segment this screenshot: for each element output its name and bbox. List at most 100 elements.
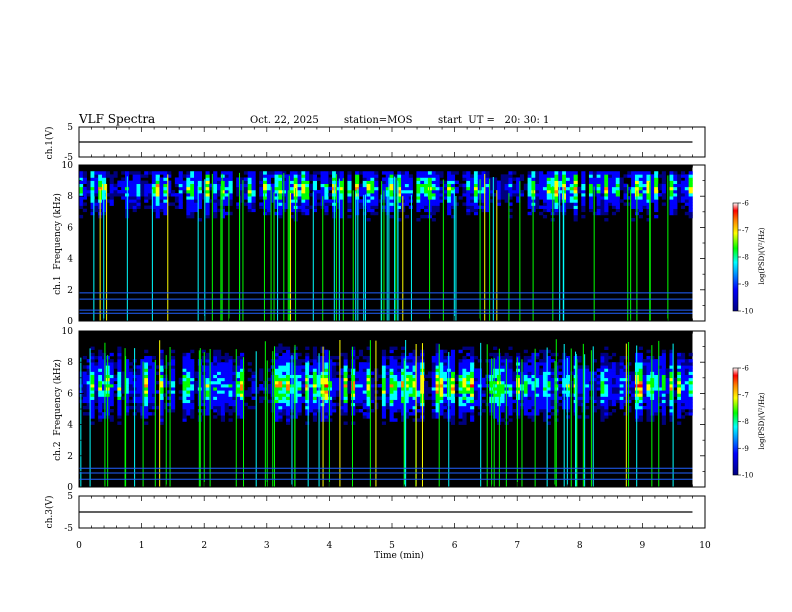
spectrogram-cell bbox=[642, 396, 647, 400]
spectrogram-cell bbox=[205, 387, 210, 391]
spectrogram-cell bbox=[366, 189, 371, 194]
spectrogram-cell bbox=[305, 396, 310, 400]
spectrogram-cell bbox=[416, 177, 421, 181]
spectrogram-cell bbox=[416, 180, 421, 185]
spectrogram-cell bbox=[650, 399, 655, 404]
spectrogram-cell bbox=[293, 387, 298, 391]
spectrogram-cell bbox=[205, 368, 210, 372]
spectrogram-cell bbox=[82, 371, 87, 375]
spectrogram-cell bbox=[117, 399, 122, 404]
spectrogram-cell bbox=[631, 199, 636, 203]
spectrogram-cell bbox=[343, 352, 348, 357]
spectrogram-cell bbox=[404, 174, 410, 178]
spectrogram-cell bbox=[171, 405, 176, 410]
spectrogram-cell bbox=[546, 371, 551, 375]
spectrogram-cell bbox=[297, 359, 302, 363]
spectrogram-cell bbox=[431, 365, 436, 369]
spectrogram-cell bbox=[79, 196, 84, 200]
spectrogram-cell bbox=[680, 205, 686, 209]
spectrogram-cell bbox=[680, 380, 686, 385]
spectrogram-cell bbox=[144, 421, 149, 425]
spectrogram-cell bbox=[458, 365, 463, 369]
spectrogram-cell bbox=[171, 409, 176, 413]
spectrogram-cell bbox=[186, 189, 191, 194]
spectrogram-cell bbox=[447, 202, 452, 206]
spectrogram-cell bbox=[646, 183, 651, 188]
spectrogram-cell bbox=[684, 196, 689, 200]
spectrogram-cell bbox=[631, 390, 636, 394]
spectrogram-cell bbox=[328, 359, 333, 363]
spectrogram-cell bbox=[98, 402, 103, 407]
spectrogram-cell bbox=[657, 377, 663, 382]
spectrogram-cell bbox=[420, 205, 425, 209]
spectrogram-cell bbox=[335, 186, 341, 191]
spectrogram-cell bbox=[305, 412, 310, 416]
spectrogram-cell bbox=[90, 199, 95, 203]
spectrogram-cell bbox=[320, 180, 325, 185]
spectrogram-cell bbox=[450, 396, 456, 400]
spectrogram-cell bbox=[608, 393, 613, 397]
spectrogram-cell bbox=[623, 412, 628, 416]
spectrogram-cell bbox=[358, 371, 364, 375]
spectrogram-cell bbox=[573, 218, 578, 222]
spectrogram-cell bbox=[673, 177, 678, 181]
spectrogram-cell bbox=[631, 183, 636, 188]
spectrogram-cell bbox=[619, 402, 624, 407]
spectrogram-cell bbox=[286, 371, 291, 375]
spectrogram-cell bbox=[339, 371, 344, 375]
spectrogram-cell bbox=[128, 405, 133, 410]
spectrogram-cell bbox=[401, 189, 406, 194]
spectrogram-cell bbox=[312, 193, 318, 197]
spectrogram-cell bbox=[182, 189, 187, 194]
spectrogram-cell bbox=[550, 384, 555, 388]
spectrogram-cell bbox=[220, 418, 225, 422]
spectrogram-cell bbox=[397, 186, 402, 191]
spectrogram-cell bbox=[151, 368, 156, 372]
spectrogram-cell bbox=[293, 174, 298, 178]
spectrogram-cell bbox=[82, 396, 87, 400]
spectrogram-cell bbox=[205, 405, 210, 410]
spectrogram-cell bbox=[688, 365, 693, 369]
spectrogram-cell bbox=[546, 387, 551, 391]
spectrogram-cell bbox=[278, 387, 283, 391]
spectrogram-cell bbox=[416, 193, 421, 197]
spectrogram-cell bbox=[462, 387, 467, 391]
spectrogram-cell bbox=[355, 189, 360, 194]
spectrogram-cell bbox=[508, 402, 513, 407]
spectrogram-cell bbox=[243, 180, 248, 185]
spectrogram-cell bbox=[389, 402, 394, 407]
spectrogram-cell bbox=[642, 374, 647, 379]
spectrogram-cell bbox=[240, 393, 245, 397]
spectrogram-cell bbox=[473, 374, 479, 379]
spectrogram-cell bbox=[259, 374, 264, 379]
spectrogram-cell bbox=[312, 393, 318, 397]
spectrogram-cell bbox=[228, 362, 233, 366]
spectrogram-cell bbox=[190, 362, 195, 366]
spectrogram-cell bbox=[634, 174, 640, 178]
spectrogram-cell bbox=[611, 199, 617, 203]
spectrogram-cell bbox=[416, 362, 421, 366]
spectrogram-cell bbox=[194, 371, 199, 375]
spectrogram-cell bbox=[159, 196, 164, 200]
spectrogram-cell bbox=[646, 196, 651, 200]
spectrogram-cell bbox=[389, 189, 394, 194]
spectrogram-cell bbox=[627, 384, 632, 388]
spectrogram-cell bbox=[102, 415, 107, 419]
spectrogram-cell bbox=[358, 402, 364, 407]
spectrogram-cell bbox=[608, 202, 613, 206]
spectrogram-cell bbox=[397, 384, 402, 388]
spectrogram-cell bbox=[358, 349, 364, 354]
spectrogram-cell bbox=[592, 380, 597, 385]
spectrogram-cell bbox=[450, 409, 456, 413]
spectrogram-cell bbox=[366, 208, 371, 213]
spectrogram-cell bbox=[458, 349, 463, 354]
spectrogram-cell bbox=[385, 174, 390, 178]
spectrogram-cell bbox=[213, 365, 218, 369]
spectrogram-cell bbox=[431, 409, 436, 413]
spectrogram-cell bbox=[550, 396, 555, 400]
spectrogram-cell bbox=[209, 368, 214, 372]
spectrogram-cell bbox=[523, 377, 528, 382]
spectrogram-cell bbox=[508, 196, 513, 200]
spectrogram-cell bbox=[324, 352, 329, 357]
spectrogram-cell bbox=[224, 368, 229, 372]
